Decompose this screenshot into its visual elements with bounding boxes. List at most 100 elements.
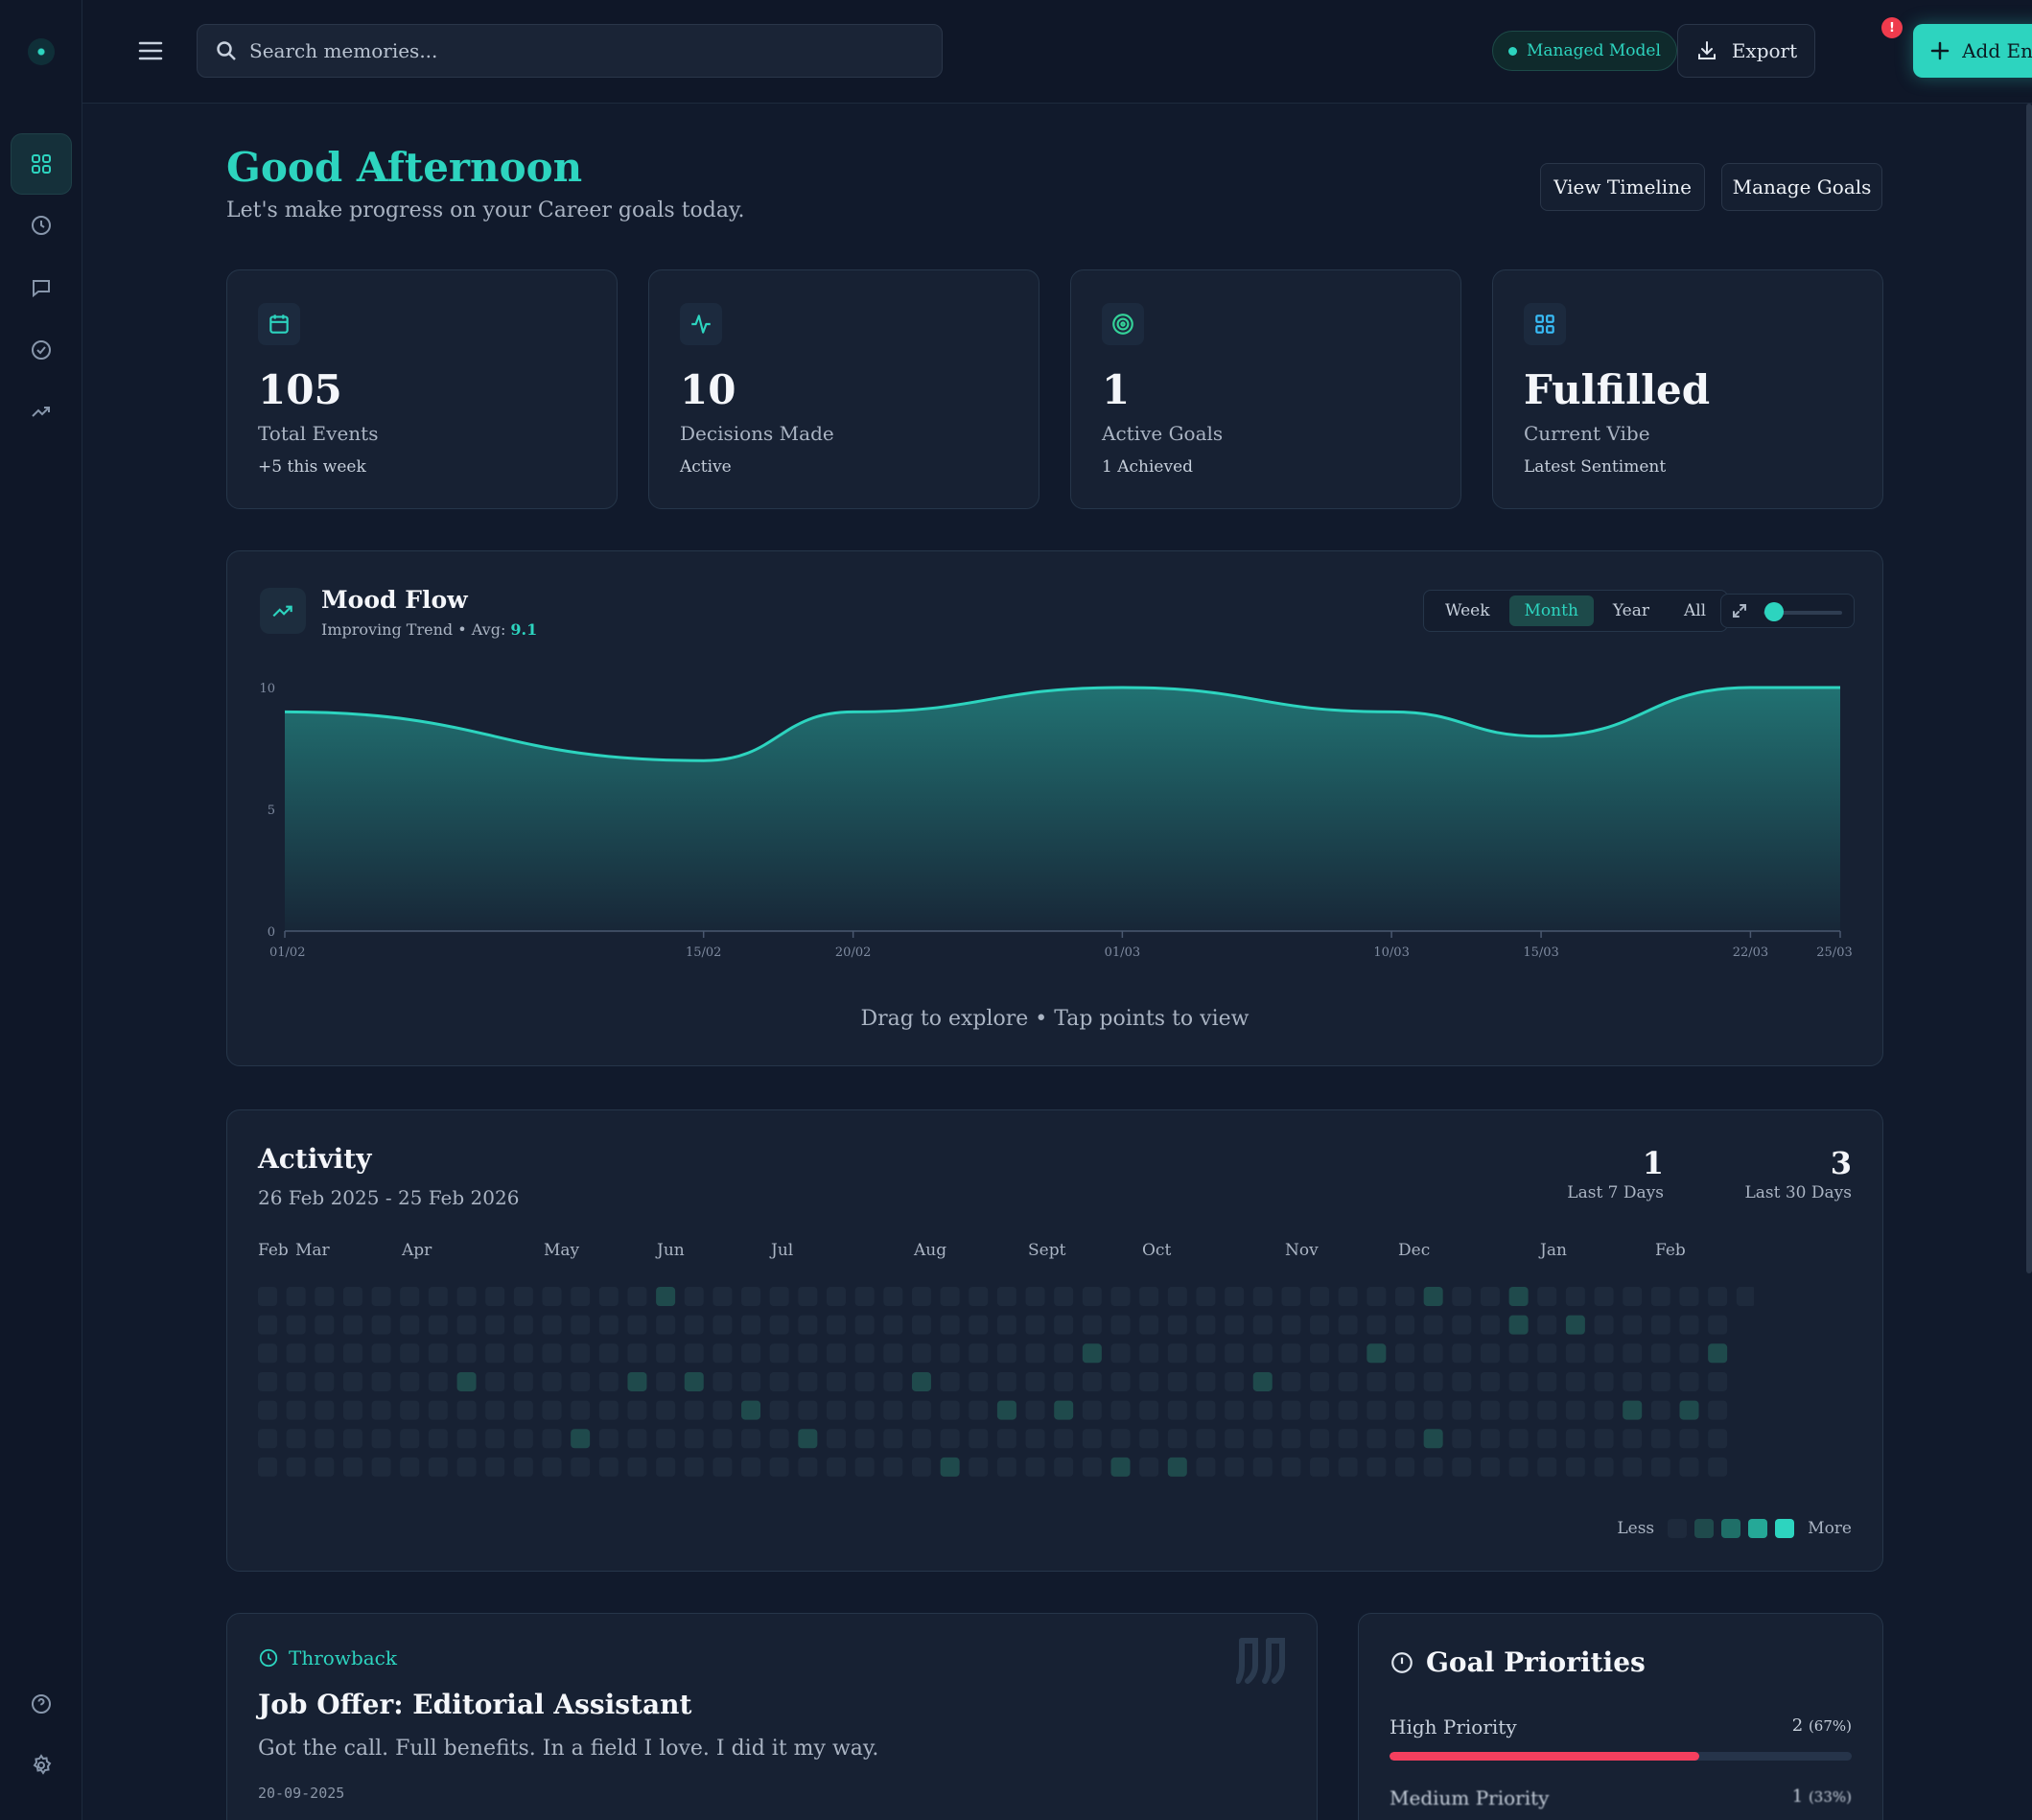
heatmap-cell[interactable] bbox=[883, 1457, 903, 1477]
heatmap-cell[interactable] bbox=[1395, 1287, 1414, 1306]
heatmap-cell[interactable] bbox=[1480, 1315, 1500, 1335]
heatmap-cell[interactable] bbox=[400, 1287, 420, 1306]
heatmap-cell[interactable] bbox=[684, 1400, 704, 1420]
heatmap-cell[interactable] bbox=[1452, 1371, 1472, 1391]
heatmap-cell[interactable] bbox=[1082, 1343, 1102, 1364]
mood-point[interactable] bbox=[1744, 682, 1756, 693]
heatmap-cell[interactable] bbox=[1708, 1287, 1728, 1306]
heatmap-cell[interactable] bbox=[911, 1371, 931, 1391]
stat-card-events[interactable]: 105 Total Events +5 this week bbox=[226, 269, 618, 509]
heatmap-cell[interactable] bbox=[769, 1457, 789, 1477]
heatmap-cell[interactable] bbox=[571, 1315, 591, 1335]
heatmap-cell[interactable] bbox=[1196, 1371, 1216, 1391]
heatmap-cell[interactable] bbox=[542, 1429, 562, 1449]
heatmap-cell[interactable] bbox=[1252, 1287, 1273, 1306]
heatmap-cell[interactable] bbox=[627, 1343, 647, 1364]
heatmap-cell[interactable] bbox=[883, 1429, 903, 1449]
heatmap-cell[interactable] bbox=[940, 1429, 960, 1449]
nav-trends[interactable] bbox=[11, 381, 72, 442]
heatmap-cell[interactable] bbox=[1082, 1457, 1102, 1477]
heatmap-cell[interactable] bbox=[1225, 1400, 1245, 1420]
heatmap-cell[interactable] bbox=[684, 1343, 704, 1364]
heatmap-cell[interactable] bbox=[286, 1371, 306, 1391]
mood-point[interactable] bbox=[1386, 706, 1397, 717]
heatmap-cell[interactable] bbox=[1423, 1343, 1443, 1364]
heatmap-cell[interactable] bbox=[769, 1371, 789, 1391]
mood-point[interactable] bbox=[698, 755, 710, 766]
heatmap-cell[interactable] bbox=[1679, 1429, 1699, 1449]
heatmap-cell[interactable] bbox=[656, 1315, 676, 1335]
zoom-slider-thumb[interactable] bbox=[1764, 602, 1784, 621]
heatmap-cell[interactable] bbox=[1679, 1457, 1699, 1477]
heatmap-cell[interactable] bbox=[712, 1343, 733, 1364]
heatmap-cell[interactable] bbox=[1252, 1315, 1273, 1335]
heatmap-cell[interactable] bbox=[1225, 1287, 1245, 1306]
heatmap-cell[interactable] bbox=[1025, 1315, 1045, 1335]
heatmap-cell[interactable] bbox=[1025, 1371, 1045, 1391]
heatmap-cell[interactable] bbox=[315, 1343, 335, 1364]
heatmap-cell[interactable] bbox=[996, 1457, 1016, 1477]
heatmap-cell[interactable] bbox=[400, 1343, 420, 1364]
heatmap-cell[interactable] bbox=[827, 1457, 846, 1477]
heatmap-cell[interactable] bbox=[342, 1343, 362, 1364]
mood-point[interactable] bbox=[279, 706, 291, 717]
heatmap-cell[interactable] bbox=[598, 1287, 619, 1306]
heatmap-cell[interactable] bbox=[315, 1315, 335, 1335]
heatmap-cell[interactable] bbox=[1110, 1343, 1131, 1364]
heatmap-cell[interactable] bbox=[854, 1343, 875, 1364]
priority-row-high[interactable]: High Priority 2 (67%) bbox=[1390, 1715, 1852, 1761]
heatmap-cell[interactable] bbox=[1167, 1287, 1187, 1306]
heatmap-cell[interactable] bbox=[571, 1400, 591, 1420]
heatmap-cell[interactable] bbox=[1480, 1457, 1500, 1477]
nav-dashboard[interactable] bbox=[11, 133, 72, 195]
heatmap-cell[interactable] bbox=[1623, 1343, 1643, 1364]
heatmap-cell[interactable] bbox=[1537, 1400, 1557, 1420]
heatmap-cell[interactable] bbox=[1281, 1400, 1301, 1420]
heatmap-cell[interactable] bbox=[940, 1343, 960, 1364]
heatmap-cell[interactable] bbox=[1167, 1457, 1187, 1477]
throwback-card[interactable]: Throwback Job Offer: Editorial Assistant… bbox=[226, 1613, 1318, 1820]
heatmap-cell[interactable] bbox=[1395, 1429, 1414, 1449]
heatmap-cell[interactable] bbox=[1338, 1287, 1358, 1306]
heatmap-cell[interactable] bbox=[1452, 1400, 1472, 1420]
heatmap-cell[interactable] bbox=[1338, 1315, 1358, 1335]
heatmap-cell[interactable] bbox=[1110, 1457, 1131, 1477]
range-week[interactable]: Week bbox=[1445, 601, 1490, 620]
heatmap-cell[interactable] bbox=[1167, 1371, 1187, 1391]
heatmap-cell[interactable] bbox=[513, 1400, 533, 1420]
heatmap-cell[interactable] bbox=[485, 1343, 505, 1364]
heatmap-cell[interactable] bbox=[513, 1371, 533, 1391]
heatmap-cell[interactable] bbox=[1366, 1400, 1387, 1420]
heatmap-cell[interactable] bbox=[656, 1400, 676, 1420]
heatmap-cell[interactable] bbox=[883, 1315, 903, 1335]
heatmap-cell[interactable] bbox=[1708, 1400, 1728, 1420]
heatmap-cell[interactable] bbox=[1395, 1371, 1414, 1391]
heatmap-cell[interactable] bbox=[1679, 1287, 1699, 1306]
heatmap-cell[interactable] bbox=[428, 1400, 448, 1420]
heatmap-cell[interactable] bbox=[342, 1400, 362, 1420]
heatmap-cell[interactable] bbox=[342, 1429, 362, 1449]
heatmap-cell[interactable] bbox=[1082, 1315, 1102, 1335]
heatmap-cell[interactable] bbox=[1025, 1287, 1045, 1306]
heatmap-cell[interactable] bbox=[1650, 1371, 1670, 1391]
heatmap-cell[interactable] bbox=[1395, 1343, 1414, 1364]
heatmap-cell[interactable] bbox=[741, 1287, 761, 1306]
heatmap-cell[interactable] bbox=[1366, 1429, 1387, 1449]
heatmap-cell[interactable] bbox=[485, 1371, 505, 1391]
heatmap-cell[interactable] bbox=[286, 1429, 306, 1449]
heatmap-cell[interactable] bbox=[1366, 1371, 1387, 1391]
heatmap-cell[interactable] bbox=[1480, 1343, 1500, 1364]
heatmap-cell[interactable] bbox=[258, 1371, 277, 1391]
range-year[interactable]: Year bbox=[1612, 601, 1649, 620]
heatmap-cell[interactable] bbox=[1310, 1429, 1330, 1449]
heatmap-cell[interactable] bbox=[286, 1457, 306, 1477]
heatmap-cell[interactable] bbox=[684, 1315, 704, 1335]
heatmap-cell[interactable] bbox=[684, 1429, 704, 1449]
heatmap-cell[interactable] bbox=[712, 1315, 733, 1335]
heatmap-cell[interactable] bbox=[1480, 1400, 1500, 1420]
heatmap-cell[interactable] bbox=[1225, 1371, 1245, 1391]
heatmap-cell[interactable] bbox=[940, 1287, 960, 1306]
heatmap-cell[interactable] bbox=[542, 1287, 562, 1306]
heatmap-cell[interactable] bbox=[1708, 1343, 1728, 1364]
heatmap-cell[interactable] bbox=[456, 1457, 477, 1477]
